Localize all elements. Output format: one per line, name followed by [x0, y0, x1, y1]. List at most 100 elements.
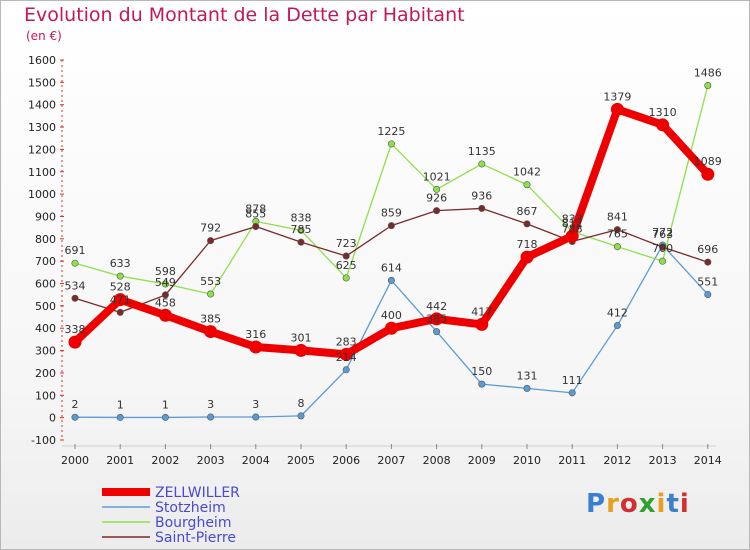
data-label-zellwiller: 528: [110, 281, 131, 294]
y-tick-label: 1400: [28, 99, 56, 112]
data-label-saint-pierre: 926: [426, 192, 447, 205]
data-point-zellwiller: [384, 321, 398, 335]
data-point-saint-pierre: [71, 294, 79, 302]
data-label-zellwiller: 316: [245, 328, 266, 341]
data-point-zellwiller: [475, 317, 489, 331]
x-tick-label: 2001: [106, 454, 134, 467]
y-tick-label: 100: [35, 389, 56, 402]
data-point-bourgheim: [161, 280, 169, 288]
data-point-stotzheim: [433, 328, 441, 336]
data-point-stotzheim: [71, 413, 79, 421]
data-label-bourgheim: 1042: [513, 166, 541, 179]
data-point-stotzheim: [297, 412, 305, 420]
data-label-zellwiller: 1379: [603, 90, 631, 103]
data-label-bourgheim: 1225: [377, 125, 405, 138]
data-label-saint-pierre: 723: [336, 237, 357, 250]
x-tick-label: 2005: [287, 454, 315, 467]
data-label-bourgheim: 838: [291, 211, 312, 224]
data-label-zellwiller: 1310: [649, 106, 677, 119]
x-tick-label: 2009: [468, 454, 496, 467]
data-label-stotzheim: 412: [607, 307, 628, 320]
data-label-bourgheim: 765: [607, 228, 628, 241]
chart-title: Evolution du Montant de la Dette par Hab…: [24, 4, 465, 26]
data-point-bourgheim: [613, 243, 621, 251]
data-label-bourgheim: 1021: [423, 170, 451, 183]
data-point-zellwiller: [339, 347, 353, 361]
data-label-bourgheim: 1486: [694, 66, 722, 79]
data-label-zellwiller: 718: [517, 238, 538, 251]
y-tick-label: 1000: [28, 188, 56, 201]
data-point-bourgheim: [387, 140, 395, 148]
data-point-stotzheim: [207, 413, 215, 421]
data-label-stotzheim: 3: [252, 398, 259, 411]
data-label-saint-pierre: 763: [652, 228, 673, 241]
data-label-bourgheim: 598: [155, 265, 176, 278]
data-point-zellwiller: [113, 293, 127, 307]
data-point-saint-pierre: [252, 223, 260, 231]
data-label-zellwiller: 417: [471, 305, 492, 318]
data-label-stotzheim: 150: [471, 365, 492, 378]
x-tick-label: 2013: [649, 454, 677, 467]
data-label-saint-pierre: 549: [155, 276, 176, 289]
y-tick-label: 1500: [28, 76, 56, 89]
data-point-bourgheim: [207, 290, 215, 298]
data-point-stotzheim: [568, 389, 576, 397]
data-point-saint-pierre: [659, 243, 667, 251]
data-point-stotzheim: [387, 276, 395, 284]
data-label-zellwiller: 458: [155, 296, 176, 309]
data-label-stotzheim: 111: [562, 374, 583, 387]
data-label-bourgheim: 878: [245, 202, 266, 215]
y-tick-label: 1600: [28, 54, 56, 67]
data-label-stotzheim: 614: [381, 261, 402, 274]
y-tick-label: 300: [35, 345, 56, 358]
data-point-bourgheim: [297, 226, 305, 234]
data-label-zellwiller: 338: [65, 323, 86, 336]
y-tick-label: 800: [35, 233, 56, 246]
y-tick-label: 400: [35, 322, 56, 335]
legend-label-zellwiller: ZELLWILLER: [155, 485, 240, 501]
data-label-stotzheim: 551: [697, 275, 718, 288]
data-label-saint-pierre: 788: [562, 223, 583, 236]
x-tick-label: 2004: [242, 454, 270, 467]
data-point-saint-pierre: [613, 226, 621, 234]
data-point-saint-pierre: [161, 291, 169, 299]
data-point-zellwiller: [294, 343, 308, 357]
data-label-stotzheim: 1: [162, 398, 169, 411]
data-label-stotzheim: 8: [298, 397, 305, 410]
x-tick-label: 2011: [558, 454, 586, 467]
y-tick-label: 500: [35, 300, 56, 313]
x-tick-label: 2008: [423, 454, 451, 467]
legend-label-saint-pierre: Saint-Pierre: [155, 530, 236, 546]
data-point-saint-pierre: [704, 258, 712, 266]
x-tick-label: 2006: [332, 454, 360, 467]
data-label-stotzheim: 2: [72, 398, 79, 411]
x-tick-label: 2012: [603, 454, 631, 467]
data-label-bourgheim: 1135: [468, 145, 496, 158]
data-label-bourgheim: 700: [652, 242, 673, 255]
y-tick-label: 1200: [28, 143, 56, 156]
data-point-saint-pierre: [116, 308, 124, 316]
data-point-zellwiller: [430, 312, 444, 326]
data-label-saint-pierre: 534: [65, 279, 86, 292]
data-point-stotzheim: [161, 413, 169, 421]
data-point-bourgheim: [71, 259, 79, 267]
data-label-bourgheim: 833: [562, 212, 583, 225]
data-label-saint-pierre: 792: [200, 222, 221, 235]
y-tick-label: 1100: [28, 166, 56, 179]
chart-subtitle: (en €): [26, 29, 62, 43]
data-label-zellwiller: 1089: [694, 155, 722, 168]
data-point-stotzheim: [613, 322, 621, 330]
data-point-zellwiller: [656, 118, 670, 132]
data-point-saint-pierre: [433, 207, 441, 215]
data-label-zellwiller: 812: [562, 217, 583, 230]
legend-label-bourgheim: Bourgheim: [155, 515, 231, 531]
data-point-zellwiller: [204, 325, 218, 339]
data-label-stotzheim: 3: [207, 398, 214, 411]
data-point-saint-pierre: [207, 237, 215, 245]
data-label-stotzheim: 1: [117, 398, 124, 411]
data-label-stotzheim: 772: [652, 226, 673, 239]
x-tick-label: 2007: [377, 454, 405, 467]
